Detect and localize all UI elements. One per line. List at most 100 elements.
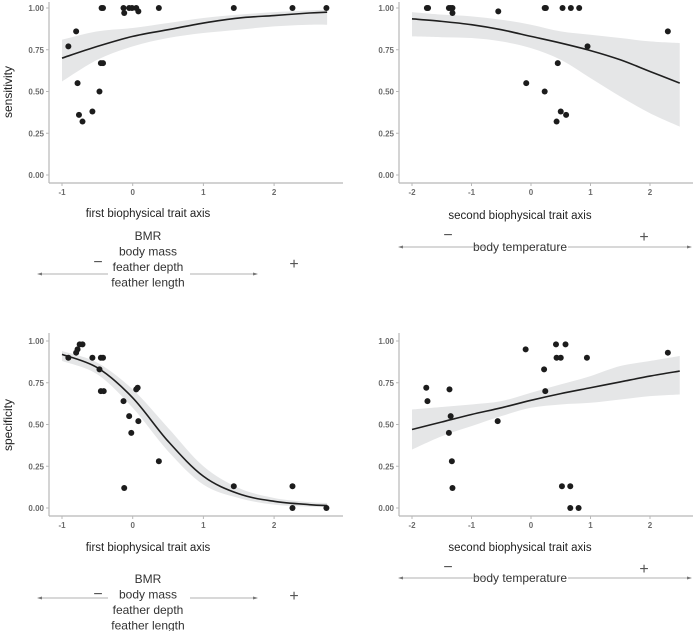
confidence-band bbox=[412, 356, 680, 450]
minus-sign: − bbox=[443, 559, 452, 576]
chart-panel-top-right: 0.00 0.25 0.50 0.75 1.00 -2 -1 0 1 2 second biophy… bbox=[378, 2, 693, 254]
x-tick-label: 0 bbox=[529, 521, 534, 530]
y-tick-label: 0.50 bbox=[28, 421, 44, 430]
data-point bbox=[425, 5, 432, 11]
x-tick-label: 1 bbox=[588, 188, 593, 197]
data-point bbox=[100, 5, 107, 11]
y-tick-label: 0.25 bbox=[378, 462, 394, 471]
data-point bbox=[557, 354, 564, 361]
data-point bbox=[289, 483, 296, 490]
plus-sign: + bbox=[639, 229, 648, 246]
x-axis-title: second biophysical trait axis bbox=[448, 210, 591, 222]
x-tick-label: -1 bbox=[58, 188, 66, 197]
arrowhead-right-icon bbox=[687, 576, 692, 580]
data-point bbox=[541, 366, 548, 373]
data-point bbox=[542, 388, 549, 395]
plus-sign: + bbox=[289, 256, 298, 273]
data-point bbox=[74, 346, 81, 353]
x-tick-label: 0 bbox=[529, 188, 534, 197]
data-point bbox=[563, 111, 570, 118]
plus-sign: + bbox=[639, 561, 648, 578]
trait-label: body mass bbox=[119, 245, 177, 259]
x-tick-label: -2 bbox=[408, 188, 416, 197]
x-axis-title: second biophysical trait axis bbox=[448, 542, 591, 554]
data-point bbox=[559, 5, 566, 11]
arrowhead-right-icon bbox=[253, 596, 258, 600]
y-tick-label: 0.00 bbox=[28, 171, 44, 180]
data-point bbox=[121, 484, 128, 491]
trait-label: body temperature bbox=[473, 240, 567, 254]
x-tick-label: 2 bbox=[272, 188, 277, 197]
data-point bbox=[128, 5, 135, 11]
data-point bbox=[323, 505, 330, 511]
y-tick-label: 1.00 bbox=[378, 337, 394, 346]
minus-sign: − bbox=[93, 254, 102, 271]
x-tick-label: -2 bbox=[408, 521, 416, 530]
x-tick-label: -1 bbox=[58, 521, 66, 530]
x-tick-label: 2 bbox=[272, 521, 277, 530]
data-point bbox=[155, 458, 162, 465]
x-tick-label: 0 bbox=[130, 521, 135, 530]
data-point bbox=[583, 354, 590, 361]
data-point bbox=[134, 384, 141, 391]
data-point bbox=[79, 118, 86, 125]
data-point bbox=[65, 354, 72, 361]
trait-label: BMR bbox=[135, 572, 162, 586]
data-point bbox=[120, 5, 127, 11]
x-tick-label: 2 bbox=[648, 188, 653, 197]
data-point bbox=[557, 108, 564, 115]
data-point bbox=[522, 346, 529, 353]
fit-curve bbox=[411, 370, 680, 431]
chart-panel-top-left: 0.00 0.25 0.50 0.75 1.00 -1 0 1 2 first biophysic… bbox=[1, 2, 343, 290]
y-tick-label: 0.25 bbox=[28, 462, 44, 471]
data-point bbox=[96, 366, 103, 373]
data-point bbox=[445, 429, 452, 436]
data-point bbox=[96, 88, 103, 95]
data-point bbox=[230, 483, 237, 490]
data-point bbox=[449, 10, 456, 17]
trait-label: body mass bbox=[119, 588, 177, 602]
chart-panel-bottom-left: 0.00 0.25 0.50 0.75 1.00 -1 0 1 2 first biophysic… bbox=[1, 333, 343, 631]
y-tick-label: 0.00 bbox=[28, 504, 44, 513]
x-tick-label: 0 bbox=[130, 188, 135, 197]
trait-label: feather length bbox=[111, 276, 184, 290]
chart-panel-bottom-right: 0.00 0.25 0.50 0.75 1.00 -2 -1 0 1 2 second biophy… bbox=[378, 333, 693, 585]
x-tick-label: 1 bbox=[201, 188, 206, 197]
data-point bbox=[567, 483, 574, 490]
data-point bbox=[523, 80, 530, 87]
y-tick-label: 0.75 bbox=[28, 46, 44, 55]
trait-label: body temperature bbox=[473, 571, 567, 585]
data-point bbox=[289, 505, 296, 511]
data-point bbox=[100, 60, 107, 67]
data-point bbox=[230, 5, 237, 11]
trait-label: BMR bbox=[135, 229, 162, 243]
trait-label: feather depth bbox=[113, 603, 184, 617]
data-point bbox=[74, 80, 81, 87]
data-point bbox=[120, 398, 127, 405]
data-point bbox=[100, 354, 107, 361]
arrowhead-left-icon bbox=[37, 596, 42, 600]
y-tick-label: 0.25 bbox=[378, 129, 394, 138]
data-point bbox=[494, 418, 501, 425]
data-point bbox=[448, 458, 455, 465]
arrowhead-left-icon bbox=[37, 272, 42, 276]
arrowhead-right-icon bbox=[687, 245, 692, 249]
data-point bbox=[126, 413, 133, 420]
y-tick-label: 1.00 bbox=[378, 4, 394, 13]
data-point bbox=[541, 88, 548, 95]
minus-sign: − bbox=[93, 586, 102, 603]
x-tick-label: 2 bbox=[648, 521, 653, 530]
y-tick-label: 0.25 bbox=[28, 129, 44, 138]
fit-curve bbox=[61, 11, 328, 59]
y-tick-label: 0.75 bbox=[378, 379, 394, 388]
x-axis-title: first biophysical trait axis bbox=[86, 208, 211, 220]
data-point bbox=[135, 8, 142, 15]
data-point bbox=[664, 28, 671, 35]
data-point bbox=[567, 505, 574, 511]
x-tick-label: 1 bbox=[201, 521, 206, 530]
data-point bbox=[447, 413, 454, 420]
plus-sign: + bbox=[289, 588, 298, 605]
y-tick-label: 0.00 bbox=[378, 171, 394, 180]
